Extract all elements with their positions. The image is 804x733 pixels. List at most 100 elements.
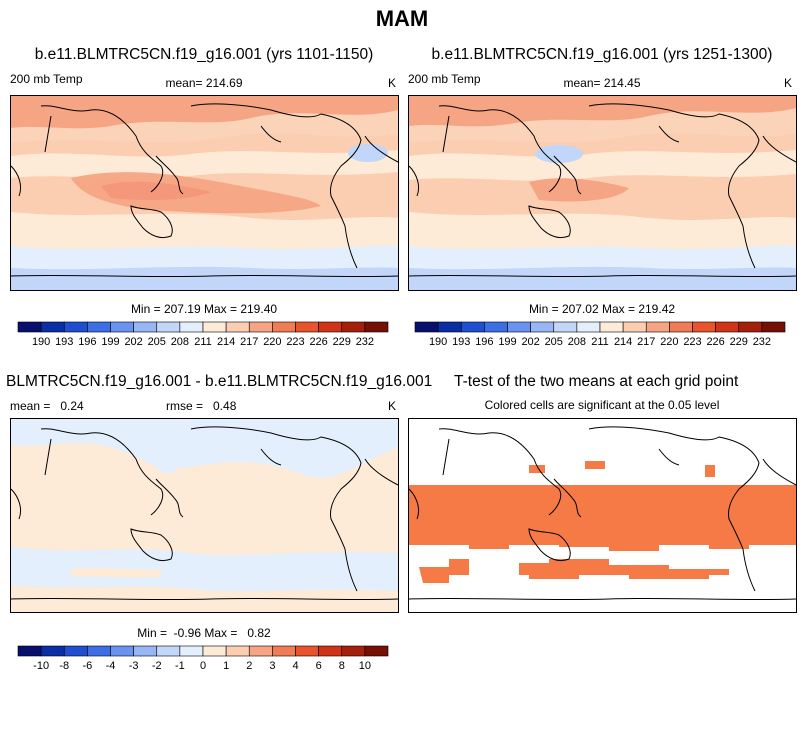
panel4-map (408, 418, 797, 613)
colorbar-diff-swatch-9 (225, 645, 250, 657)
colorbar-diff-swatch-0 (17, 645, 42, 657)
colorbar-diff-tick-label: -1 (175, 660, 185, 672)
colorbar-diff-tick-label: 8 (339, 660, 345, 672)
colorbar-abs-right-swatch-13 (715, 321, 740, 333)
colorbar-diff-swatch-4 (110, 645, 134, 657)
colorbar-abs-left-swatch-4 (110, 321, 134, 333)
colorbar-abs-right-swatch-2 (460, 321, 485, 333)
colorbar-abs-left-tick-label: 202 (124, 336, 142, 348)
panel1-mean-label: mean= 214.69 (165, 76, 243, 90)
colorbar-abs-left-tick-label: 208 (171, 336, 189, 348)
colorbar-abs-right-tick-label: 211 (591, 336, 609, 348)
colorbar-diff-swatch-10 (248, 645, 273, 657)
colorbar-abs-right: 190 193 196 199 202 205 208 211 214 217 220 223 226 2… (414, 321, 787, 352)
panel1-title: b.e11.BLMTRC5CN.f19_g16.001 (yrs 1101-11… (34, 46, 374, 63)
colorbar-abs-right-swatch-1 (437, 321, 462, 333)
colorbar-abs-right-swatch-11 (669, 321, 693, 333)
colorbar-abs-left-swatch-0 (17, 321, 42, 333)
colorbar-diff-tick-label: -3 (129, 660, 139, 672)
panel3-rmse-label: rmse = 0.48 (166, 399, 237, 413)
panel1-minmax: Min = 207.19 Max = 219.40 (130, 302, 278, 316)
colorbar-abs-left-tick-label: 223 (286, 336, 304, 348)
figure-title: MAM (375, 6, 429, 31)
colorbar-diff-swatch-14 (341, 645, 366, 657)
colorbar-abs-right-swatch-10 (645, 321, 670, 333)
colorbar-abs-right-tick-label: 202 (521, 336, 539, 348)
panel4-subtitle: Colored cells are significant at the 0.0… (484, 398, 720, 412)
colorbar-abs-right-tick-label: 223 (683, 336, 701, 348)
colorbar-abs-right-swatch-7 (576, 321, 601, 333)
colorbar-abs-left-swatch-15 (364, 321, 389, 333)
colorbar-abs-left-tick-label: 190 (32, 336, 50, 348)
colorbar-diff-tick-label: -10 (33, 660, 49, 672)
colorbar-abs-left: 190 193 196 199 202 205 208 211 214 217 220 223 226 2… (17, 321, 390, 352)
colorbar-abs-left-svg: 190 193 196 199 202 205 208 211 214 217 220 223 226 2… (17, 321, 389, 348)
panel2-title: b.e11.BLMTRC5CN.f19_g16.001 (yrs 1251-13… (431, 46, 773, 63)
colorbar-abs-right-swatch-9 (622, 321, 647, 333)
colorbar-diff: -10 -8 -6 -4 -3 -2 -1 0 1 2 3 4 6 8 10 (17, 645, 390, 676)
colorbar-diff-swatch-5 (133, 645, 158, 657)
panel1-map (10, 95, 399, 291)
colorbar-abs-right-tick-label: 232 (753, 336, 771, 348)
colorbar-diff-tick-label: -8 (59, 660, 69, 672)
colorbar-abs-left-tick-label: 196 (78, 336, 96, 348)
colorbar-diff-swatch-6 (156, 645, 181, 657)
colorbar-abs-left-swatch-7 (179, 321, 204, 333)
panel2-map (408, 95, 797, 291)
colorbar-abs-left-swatch-6 (156, 321, 181, 333)
colorbar-abs-right-swatch-5 (530, 321, 555, 333)
colorbar-abs-left-swatch-5 (133, 321, 158, 333)
colorbar-diff-tick-label: -2 (152, 660, 162, 672)
colorbar-diff-svg: -10 -8 -6 -4 -3 -2 -1 0 1 2 3 4 6 8 10 (17, 645, 389, 672)
colorbar-diff-swatch-13 (318, 645, 343, 657)
colorbar-diff-tick-label: 6 (316, 660, 322, 672)
colorbar-diff-tick-label: 4 (292, 660, 298, 672)
colorbar-abs-left-swatch-12 (295, 321, 319, 333)
panel1-variable-label: 200 mb Temp (10, 72, 83, 86)
colorbar-diff-tick-label: -4 (106, 660, 116, 672)
panel4-title: T-test of the two means at each grid poi… (454, 373, 739, 390)
colorbar-abs-left-swatch-10 (248, 321, 273, 333)
panel3-units-label: K (388, 399, 397, 413)
colorbar-abs-left-tick-label: 217 (240, 336, 258, 348)
colorbar-abs-right-swatch-15 (761, 321, 786, 333)
colorbar-diff-swatch-2 (63, 645, 88, 657)
panel1-units-label: K (388, 76, 397, 90)
colorbar-abs-left-tick-label: 205 (148, 336, 166, 348)
colorbar-abs-left-swatch-1 (40, 321, 65, 333)
colorbar-abs-right-tick-label: 226 (706, 336, 724, 348)
colorbar-abs-right-svg: 190 193 196 199 202 205 208 211 214 217 220 223 226 2… (414, 321, 786, 348)
colorbar-abs-left-tick-label: 229 (333, 336, 351, 348)
colorbar-abs-right-swatch-0 (414, 321, 439, 333)
panel2-minmax: Min = 207.02 Max = 219.42 (528, 302, 676, 316)
colorbar-abs-right-swatch-14 (738, 321, 763, 333)
colorbar-abs-left-tick-label: 199 (101, 336, 119, 348)
colorbar-diff-swatch-7 (179, 645, 204, 657)
colorbar-abs-right-tick-label: 229 (730, 336, 748, 348)
colorbar-abs-right-tick-label: 214 (614, 336, 632, 348)
panel3-map (10, 418, 399, 613)
colorbar-abs-right-tick-label: 193 (452, 336, 470, 348)
colorbar-abs-left-swatch-13 (318, 321, 343, 333)
colorbar-abs-left-swatch-14 (341, 321, 366, 333)
colorbar-abs-right-tick-label: 217 (637, 336, 655, 348)
colorbar-diff-swatch-15 (364, 645, 389, 657)
colorbar-abs-right-swatch-12 (692, 321, 716, 333)
colorbar-diff-swatch-1 (40, 645, 65, 657)
colorbar-abs-right-swatch-6 (553, 321, 578, 333)
panel2-variable-label: 200 mb Temp (408, 72, 481, 86)
colorbar-abs-right-tick-label: 199 (498, 336, 516, 348)
colorbar-abs-left-swatch-8 (202, 321, 227, 333)
colorbar-diff-tick-label: 0 (200, 660, 206, 672)
colorbar-abs-right-tick-label: 220 (660, 336, 678, 348)
colorbar-abs-left-swatch-9 (225, 321, 250, 333)
colorbar-abs-left-tick-label: 226 (309, 336, 327, 348)
colorbar-abs-left-tick-label: 232 (356, 336, 374, 348)
panel3-title: BLMTRC5CN.f19_g16.001 - b.e11.BLMTRC5CN.… (6, 373, 433, 390)
colorbar-diff-tick-label: 3 (269, 660, 275, 672)
colorbar-diff-tick-label: 2 (246, 660, 252, 672)
colorbar-abs-left-tick-label: 220 (263, 336, 281, 348)
colorbar-diff-tick-label: 1 (223, 660, 229, 672)
colorbar-abs-left-tick-label: 193 (55, 336, 73, 348)
colorbar-abs-right-swatch-3 (484, 321, 508, 333)
